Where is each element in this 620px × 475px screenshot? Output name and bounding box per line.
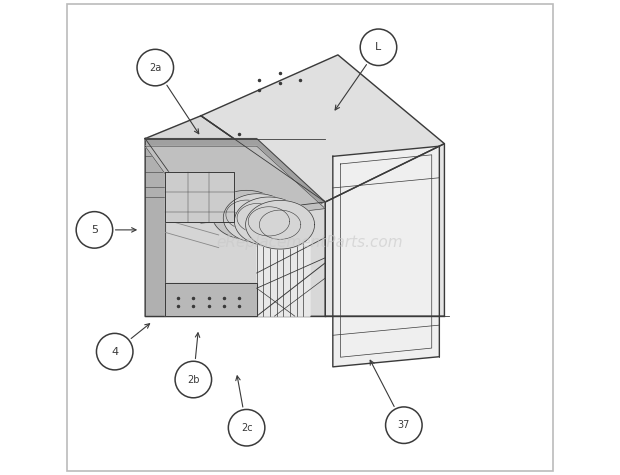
Polygon shape: [223, 194, 292, 242]
Circle shape: [360, 29, 397, 66]
Text: eReplacementParts.com: eReplacementParts.com: [216, 235, 404, 250]
Polygon shape: [145, 139, 166, 316]
Circle shape: [386, 407, 422, 444]
Circle shape: [175, 361, 211, 398]
Text: L: L: [375, 42, 381, 52]
Polygon shape: [166, 283, 257, 316]
Polygon shape: [145, 139, 326, 217]
Polygon shape: [326, 143, 445, 316]
Polygon shape: [257, 209, 310, 316]
Polygon shape: [145, 146, 326, 223]
Circle shape: [97, 333, 133, 370]
Polygon shape: [333, 146, 440, 367]
Text: 37: 37: [397, 420, 410, 430]
Text: 2a: 2a: [149, 63, 161, 73]
Polygon shape: [212, 190, 281, 239]
Polygon shape: [234, 197, 303, 246]
Text: 5: 5: [91, 225, 98, 235]
Polygon shape: [166, 171, 234, 222]
Polygon shape: [145, 139, 257, 316]
Text: 2b: 2b: [187, 374, 200, 385]
Circle shape: [228, 409, 265, 446]
Text: 4: 4: [111, 347, 118, 357]
Polygon shape: [257, 202, 326, 316]
Polygon shape: [145, 116, 326, 225]
Text: 2c: 2c: [241, 423, 252, 433]
Polygon shape: [246, 200, 314, 249]
Polygon shape: [201, 55, 445, 202]
Circle shape: [76, 212, 113, 248]
Circle shape: [137, 49, 174, 86]
